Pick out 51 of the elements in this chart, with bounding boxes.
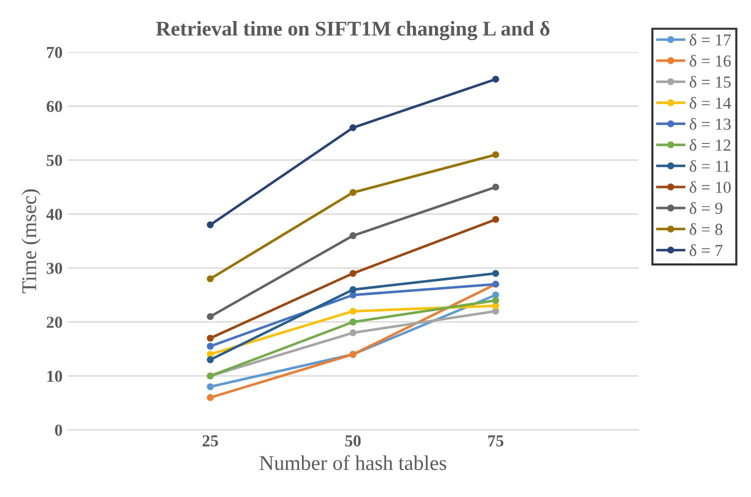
point — [349, 189, 356, 196]
legend-label: δ = 11 — [690, 160, 730, 172]
point — [206, 275, 214, 282]
point — [349, 308, 356, 315]
point — [492, 296, 500, 304]
point — [206, 221, 214, 228]
point — [492, 76, 500, 83]
chart-title: Retrieval time on SIFT1M changing L and δ — [156, 20, 550, 40]
point — [349, 232, 356, 240]
point — [206, 334, 214, 342]
y-tick-label: 50 — [46, 154, 62, 166]
point — [206, 383, 214, 390]
legend-label: δ = 13 — [690, 118, 731, 130]
point — [349, 318, 356, 326]
point — [349, 124, 356, 132]
y-tick-label: 0 — [55, 424, 62, 436]
legend-label: δ = 12 — [690, 139, 730, 151]
legend-label: δ = 15 — [690, 76, 731, 88]
legend-label: δ = 9 — [690, 202, 722, 214]
y-tick-label: 40 — [46, 208, 62, 220]
legend-label: δ = 17 — [690, 34, 731, 46]
x-tick-label: 25 — [202, 435, 218, 446]
y-tick-label: 30 — [46, 262, 62, 274]
point — [492, 184, 500, 191]
point — [206, 394, 214, 401]
y-axis-title: Time (msec) — [22, 189, 41, 294]
point — [206, 313, 214, 320]
point — [206, 350, 214, 358]
point — [492, 270, 500, 277]
point — [206, 356, 214, 364]
y-tick-label: 60 — [46, 100, 62, 112]
y-tick-label: 20 — [46, 316, 62, 328]
legend-label: δ = 7 — [690, 244, 722, 256]
point — [492, 308, 500, 315]
y-tick-label: 70 — [47, 46, 62, 58]
y-tick-label: 10 — [47, 370, 62, 382]
point — [349, 329, 356, 336]
point — [349, 292, 356, 298]
legend-label: δ = 16 — [690, 54, 731, 67]
legend-label: δ = 8 — [690, 223, 722, 236]
point — [349, 270, 356, 277]
point — [492, 292, 500, 298]
point — [492, 151, 500, 158]
legend-label: δ = 14 — [690, 96, 732, 109]
point — [492, 216, 500, 223]
x-tick-label: 50 — [345, 435, 361, 446]
x-axis-title: Number of hash tables — [260, 455, 446, 470]
point — [206, 342, 214, 350]
point — [349, 286, 356, 294]
x-tick-label: 75 — [488, 435, 504, 446]
legend-label: δ = 10 — [690, 181, 731, 193]
